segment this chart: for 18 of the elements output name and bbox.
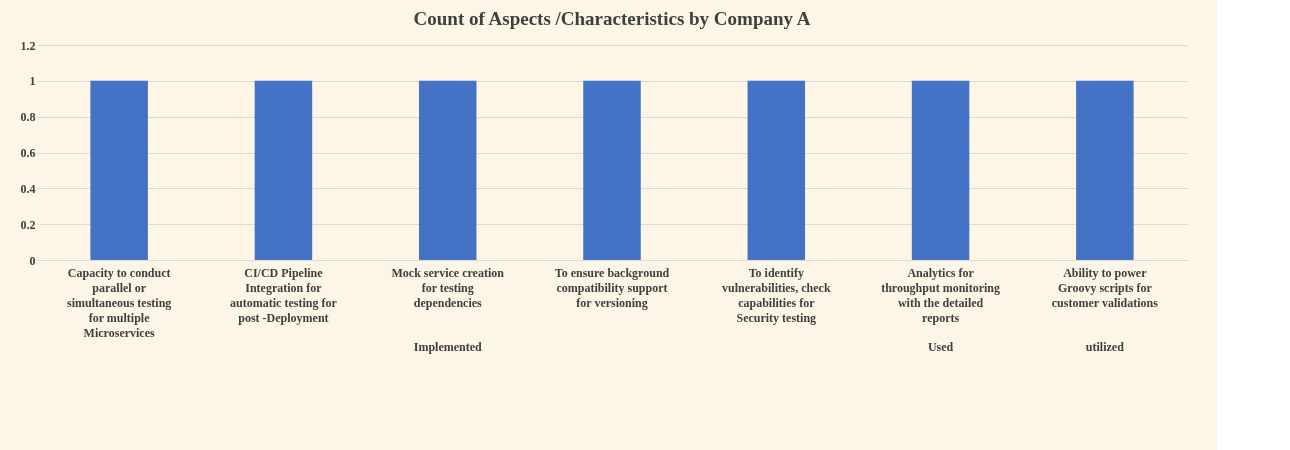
- y-tick-label: 0.8: [20, 110, 36, 125]
- chart-title: Count of Aspects /Characteristics by Company A: [413, 8, 811, 29]
- y-tick-label: 0.4: [20, 181, 36, 196]
- y-tick-label: 1: [29, 74, 36, 89]
- x-tick-label: Mock service creation for testing dependencies: [391, 266, 505, 310]
- text: Used: [927, 340, 954, 354]
- text: utilized: [1085, 340, 1125, 354]
- x-tick-label: To identify vulnerabilities, check capabilities for Security testing: [721, 266, 831, 325]
- x-tick-label: Analytics for throughput monitoring with the detailed reports: [881, 266, 1000, 325]
- x-tick-label: Ability to power Groovy scripts for customer validations: [1051, 266, 1159, 310]
- x-tick-label: To ensure background compatibility support for versioning: [554, 266, 670, 310]
- y-tick-label: 0: [29, 253, 36, 268]
- y-tick-label: 0.6: [20, 146, 36, 160]
- x-tick-label: Capacity to conduct parallel or simultaneous testing for multiple Microservices: [66, 266, 172, 340]
- y-tick-label: 0.2: [20, 217, 36, 232]
- text: Implemented: [413, 340, 483, 354]
- x-tick-label: CI/CD Pipeline Integration for automatic testing for post -Deployment: [230, 266, 338, 325]
- y-tick-label: 1.2: [20, 38, 36, 53]
